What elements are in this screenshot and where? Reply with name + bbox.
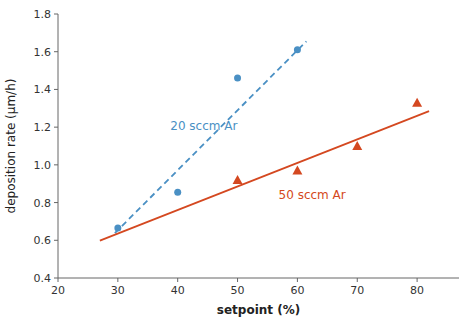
y-tick [54,51,58,52]
y-tick [54,14,58,15]
point [292,166,302,175]
y-tick-label: 1.2 [34,121,52,134]
plot-area [100,41,429,240]
point [412,98,422,107]
chart: 20 30 40 50 60 70 80 0.4 0.6 0.8 1.0 1.2 1.4 1.6 1.8 se… [0,0,475,324]
y-axis [58,14,59,278]
x-tick [117,278,118,282]
x-tick-label: 30 [111,284,125,297]
x-tick-label: 40 [171,284,185,297]
x-tick [58,278,59,282]
x-tick [417,278,418,282]
annotation: 20 sccm Ar [170,119,237,133]
point [233,175,243,184]
y-tick [54,89,58,90]
y-tick [54,164,58,165]
x-tick-label: 80 [410,284,424,297]
point [114,225,121,232]
x-axis-label: setpoint (%) [217,303,300,317]
y-axis-label: deposition rate (μm/h) [4,79,18,214]
x-tick-label: 70 [350,284,364,297]
y-tick-label: 0.8 [34,197,52,210]
y-tick [54,127,58,128]
y-tick [54,278,58,279]
fit-line [100,111,429,241]
x-tick [177,278,178,282]
point [174,189,181,196]
y-tick-label: 0.4 [34,272,52,285]
x-tick [297,278,298,282]
y-tick-label: 1.4 [34,83,52,96]
point [234,75,241,82]
y-tick [54,202,58,203]
fit-line [115,41,307,233]
y-tick [54,240,58,241]
x-tick [357,278,358,282]
y-tick-label: 1.6 [34,46,52,59]
y-tick-label: 0.6 [34,234,52,247]
x-tick-label: 20 [51,284,65,297]
y-tick-label: 1.8 [34,8,52,21]
point [352,141,362,150]
annotation: 50 sccm Ar [279,188,346,202]
point [294,46,301,53]
x-tick-label: 50 [231,284,245,297]
y-tick-label: 1.0 [34,159,52,172]
x-tick [237,278,238,282]
x-tick-label: 60 [290,284,304,297]
